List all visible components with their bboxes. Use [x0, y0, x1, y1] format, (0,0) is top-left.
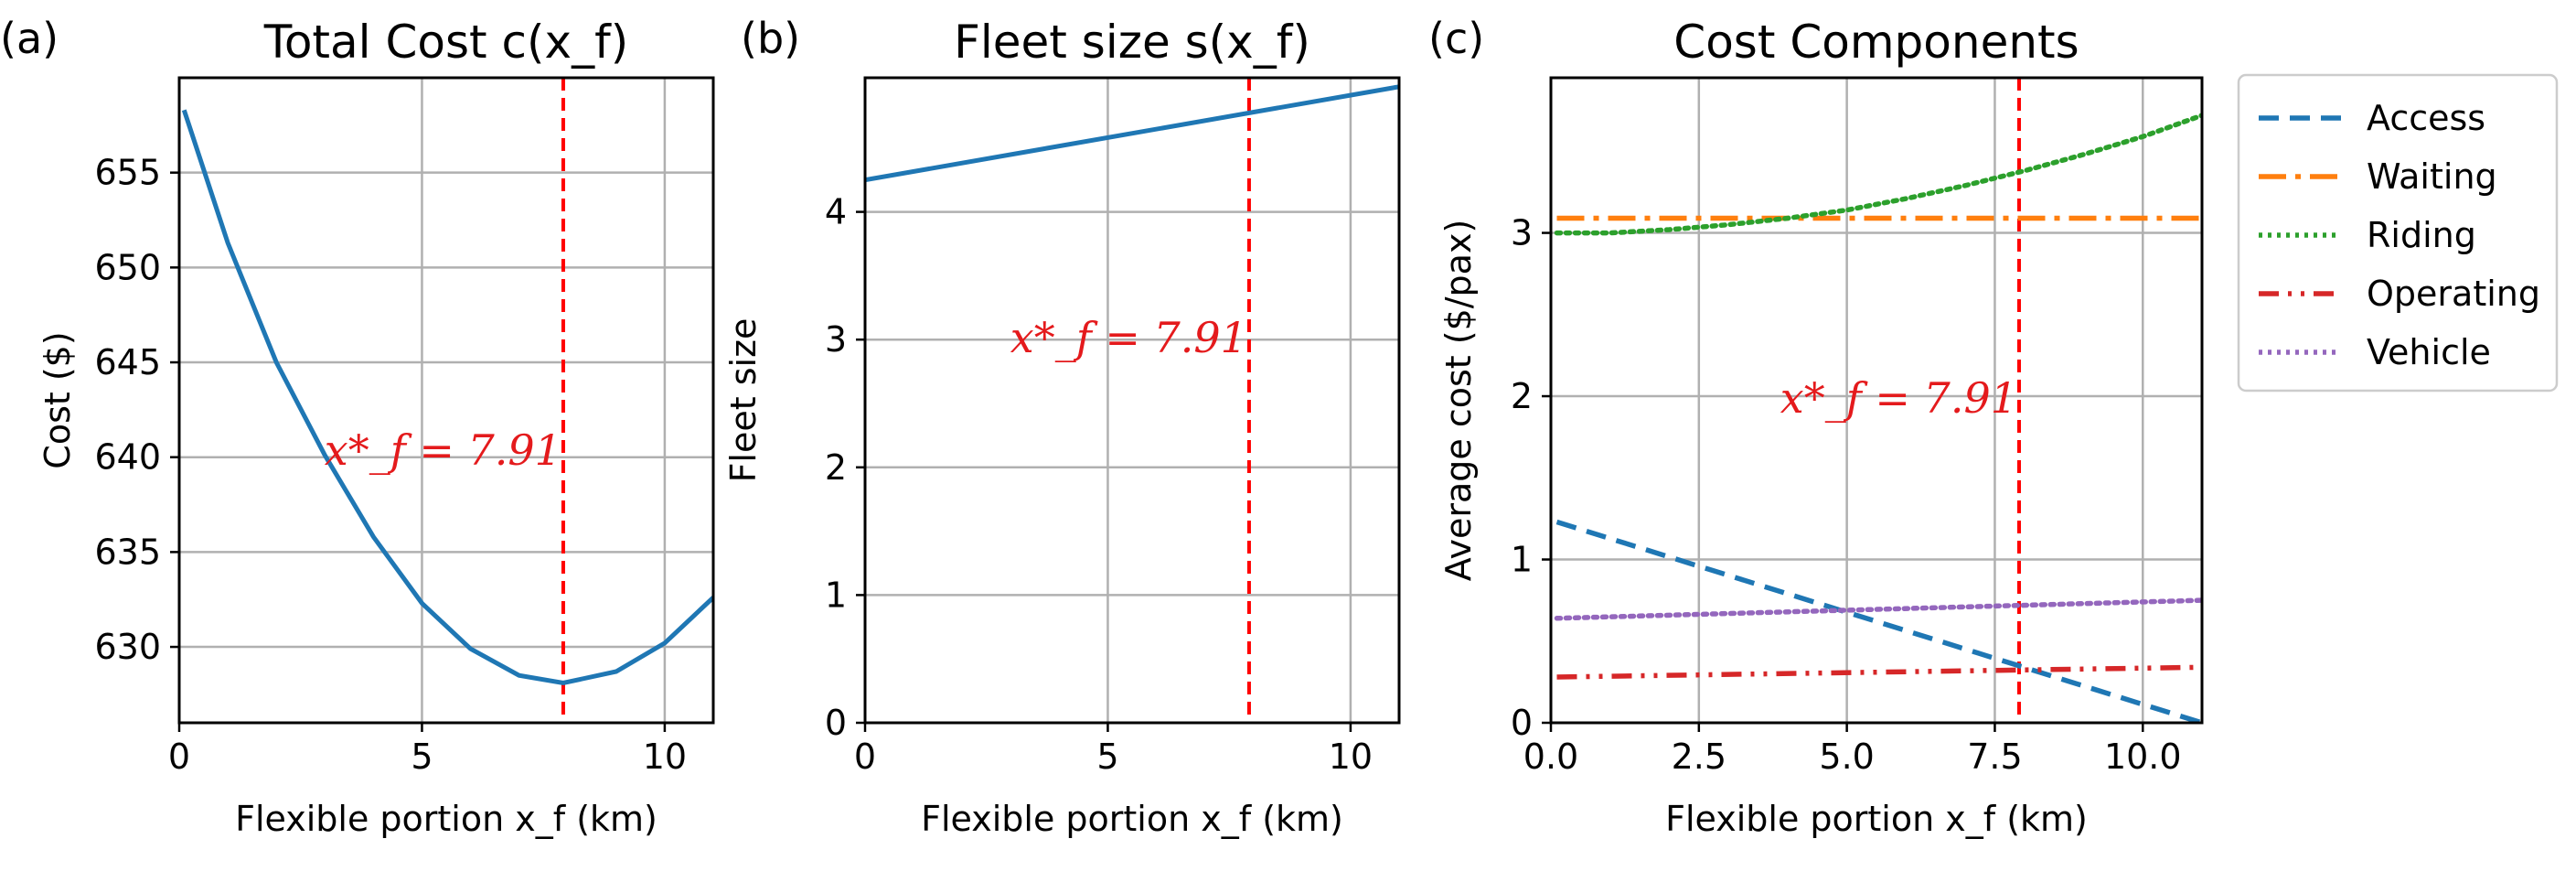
- y-tick-label: 3: [825, 319, 847, 360]
- legend-label-operating: Operating: [2367, 274, 2540, 314]
- y-tick-label: 2: [825, 447, 847, 488]
- y-tick-label: 3: [1511, 213, 1533, 253]
- legend-label-access: Access: [2367, 98, 2485, 138]
- legend-label-vehicle: Vehicle: [2367, 332, 2491, 372]
- y-axis-label: Fleet size: [723, 318, 764, 483]
- chart-title: Cost Components: [1673, 16, 2079, 69]
- series-line-riding: [1554, 113, 2202, 236]
- panel-label: (b): [741, 14, 800, 63]
- x-tick-label: 5: [1096, 737, 1118, 777]
- y-tick-label: 630: [94, 627, 161, 667]
- y-tick-label: 1: [825, 575, 847, 615]
- y-tick-label: 4: [825, 192, 847, 232]
- x-tick-label: 10.0: [2104, 737, 2182, 777]
- x-tick-label: 0: [854, 737, 876, 777]
- optimal-annotation: x*_f = 7.91: [1780, 373, 2017, 423]
- x-tick-label: 0: [168, 737, 190, 777]
- y-tick-label: 635: [94, 532, 161, 572]
- chart-panel-3: 0.0 2.5 5.0 7.5 10.0 0 1 2 3 Cost Components Flexi…: [1428, 14, 2204, 839]
- chart-title: Total Cost c(x_f): [263, 16, 628, 69]
- series-line-operating: [1556, 664, 2202, 680]
- panel-label: (c): [1428, 14, 1484, 63]
- y-axis-label: Average cost ($/pax): [1438, 220, 1479, 582]
- optimal-annotation: x*_f = 7.91: [1010, 313, 1247, 362]
- y-tick-label: 2: [1511, 376, 1533, 416]
- plot-frame: [863, 76, 1401, 725]
- x-axis-label: Flexible portion x_f (km): [1665, 799, 2088, 839]
- x-axis-label: Flexible portion x_f (km): [235, 799, 657, 839]
- optimal-annotation: x*_f = 7.91: [325, 425, 561, 475]
- series-line: [181, 109, 713, 686]
- legend-box: [2237, 73, 2559, 392]
- y-tick-label: 650: [94, 247, 161, 287]
- legend-label-riding: Riding: [2367, 215, 2476, 255]
- legend: Access Waiting Riding Operating Vehicle: [2237, 73, 2559, 392]
- panel-label: (a): [0, 14, 59, 63]
- x-tick-label: 0.0: [1523, 737, 1578, 777]
- y-tick-label: 1: [1511, 540, 1533, 580]
- chart-panel-2: 0 5 10 0 1 2 3 4 Fleet size s(x_f) Flexible porti…: [723, 14, 1401, 839]
- x-axis-label: Flexible portion x_f (km): [921, 799, 1343, 839]
- y-tick-label: 645: [94, 342, 161, 382]
- x-tick-label: 10: [1329, 737, 1373, 777]
- chart-title: Fleet size s(x_f): [954, 16, 1310, 69]
- x-tick-label: 10: [643, 737, 687, 777]
- x-tick-label: 5: [411, 737, 433, 777]
- y-tick-label: 640: [94, 437, 161, 478]
- series-line-vehicle: [1554, 597, 2202, 621]
- y-tick-label: 655: [94, 153, 161, 193]
- series-line-access: [1555, 519, 2202, 723]
- x-tick-label: 5.0: [1819, 737, 1874, 777]
- plot-frame: [177, 76, 715, 725]
- y-axis-label: Cost ($): [37, 331, 78, 468]
- x-tick-label: 7.5: [1967, 737, 2022, 777]
- x-tick-label: 2.5: [1672, 737, 1726, 777]
- chart-panel-1: 0 5 10 630 635 640 645 650 655 Total Cost c(x_f) F…: [0, 14, 715, 839]
- y-tick-label: 0: [825, 703, 847, 743]
- y-tick-label: 0: [1511, 703, 1533, 743]
- series-line: [865, 84, 1399, 183]
- legend-label-waiting: Waiting: [2367, 156, 2497, 197]
- plot-frame: [1549, 76, 2204, 725]
